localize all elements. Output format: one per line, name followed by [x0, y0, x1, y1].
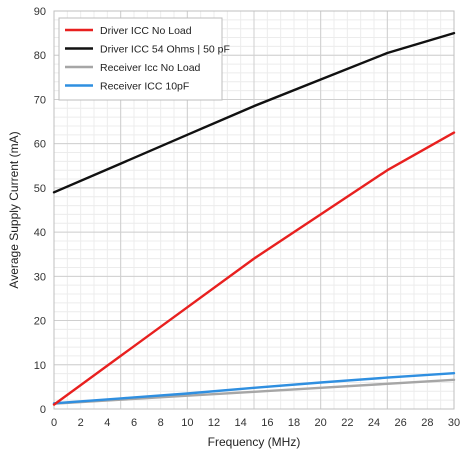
- x-tick-label: 12: [208, 417, 220, 429]
- y-tick-label: 20: [34, 316, 46, 328]
- y-tick-label: 60: [34, 139, 46, 151]
- y-tick-label: 30: [34, 271, 46, 283]
- y-tick-labels: 0 10 20 30 40 50 60 70 80 90: [34, 6, 46, 416]
- y-tick-label: 40: [34, 227, 46, 239]
- y-tick-label: 70: [34, 94, 46, 106]
- legend-item: Driver ICC No Load: [65, 25, 192, 37]
- series-line: [52, 378, 456, 405]
- x-tick-label: 22: [341, 417, 353, 429]
- y-tick-label: 0: [40, 404, 46, 416]
- x-tick-label: 30: [448, 417, 460, 429]
- legend-item: Receiver Icc No Load: [65, 62, 201, 74]
- x-tick-label: 24: [368, 417, 380, 429]
- series-line: [52, 131, 456, 406]
- series-line: [52, 372, 456, 405]
- x-tick-label: 28: [421, 417, 433, 429]
- x-tick-labels: 0 2 4 6 8 10 12 14 16 18 20 22 24 26 28 30: [51, 417, 460, 429]
- x-tick-label: 26: [395, 417, 407, 429]
- series-line: [52, 31, 456, 194]
- x-tick-label: 0: [51, 417, 57, 429]
- series-layer: [52, 31, 456, 406]
- x-tick-label: 16: [261, 417, 273, 429]
- x-tick-label: 10: [181, 417, 193, 429]
- x-tick-label: 18: [288, 417, 300, 429]
- x-tick-label: 14: [235, 417, 247, 429]
- x-tick-label: 20: [315, 417, 327, 429]
- x-tick-label: 2: [78, 417, 84, 429]
- legend-label: Driver ICC No Load: [100, 25, 192, 37]
- y-tick-label: 80: [34, 50, 46, 62]
- y-tick-label: 50: [34, 183, 46, 195]
- x-tick-label: 8: [158, 417, 164, 429]
- x-tick-label: 4: [104, 417, 110, 429]
- x-tick-label: 6: [131, 417, 137, 429]
- legend-label: Receiver ICC 10pF: [100, 81, 189, 93]
- plot-frame: [53, 10, 455, 410]
- legend-label: Receiver Icc No Load: [100, 62, 201, 74]
- legend-item: Driver ICC 54 Ohms | 50 pF: [65, 44, 230, 56]
- legend-label: Driver ICC 54 Ohms | 50 pF: [100, 44, 230, 56]
- y-axis-label: Average Supply Current (mA): [7, 131, 21, 288]
- x-axis-label: Frequency (MHz): [208, 435, 301, 449]
- legend-item: Receiver ICC 10pF: [65, 81, 189, 93]
- legend: Driver ICC No Load Driver ICC 54 Ohms | 5…: [58, 17, 230, 101]
- y-tick-label: 10: [34, 360, 46, 372]
- y-tick-label: 90: [34, 6, 46, 18]
